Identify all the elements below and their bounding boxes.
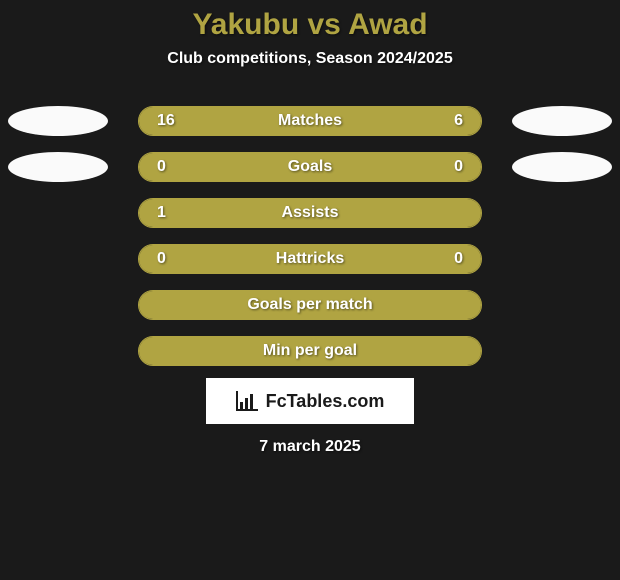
team-right-badge (512, 152, 612, 182)
stat-row-goals: 0 Goals 0 (8, 152, 612, 182)
stat-label: Assists (282, 204, 339, 222)
page-title: Yakubu vs Awad (0, 8, 620, 42)
stat-label: Min per goal (263, 342, 357, 360)
logo-text: FcTables.com (266, 391, 385, 412)
fctables-logo[interactable]: FcTables.com (206, 378, 414, 424)
stat-bar: 0 Goals 0 (138, 152, 482, 182)
stat-row-min-per-goal: Min per goal (8, 336, 612, 366)
stat-row-hattricks: 0 Hattricks 0 (8, 244, 612, 274)
stat-label: Matches (278, 112, 342, 130)
stat-bar: 1 Assists (138, 198, 482, 228)
stat-bar-right (388, 107, 481, 135)
infographic-container: Yakubu vs Awad Club competitions, Season… (0, 0, 620, 580)
stat-row-goals-per-match: Goals per match (8, 290, 612, 320)
stat-left-value: 16 (157, 112, 175, 130)
stat-bar: Min per goal (138, 336, 482, 366)
bar-chart-icon (236, 391, 258, 411)
stat-row-matches: 16 Matches 6 (8, 106, 612, 136)
stat-label: Goals (288, 158, 332, 176)
team-right-badge (512, 106, 612, 136)
stat-left-value: 1 (157, 204, 166, 222)
stat-bar: 0 Hattricks 0 (138, 244, 482, 274)
stat-row-assists: 1 Assists (8, 198, 612, 228)
stat-right-value: 0 (454, 158, 463, 176)
stat-left-value: 0 (157, 250, 166, 268)
stat-bar: Goals per match (138, 290, 482, 320)
subtitle: Club competitions, Season 2024/2025 (0, 50, 620, 68)
stat-left-value: 0 (157, 158, 166, 176)
date-text: 7 march 2025 (0, 438, 620, 456)
stat-bar-left (139, 107, 388, 135)
stat-right-value: 6 (454, 112, 463, 130)
stat-label: Hattricks (276, 250, 344, 268)
stats-rows: 16 Matches 6 0 Goals 0 1 Assi (0, 106, 620, 366)
team-left-badge (8, 106, 108, 136)
stat-right-value: 0 (454, 250, 463, 268)
stat-bar: 16 Matches 6 (138, 106, 482, 136)
team-left-badge (8, 152, 108, 182)
stat-label: Goals per match (247, 296, 372, 314)
